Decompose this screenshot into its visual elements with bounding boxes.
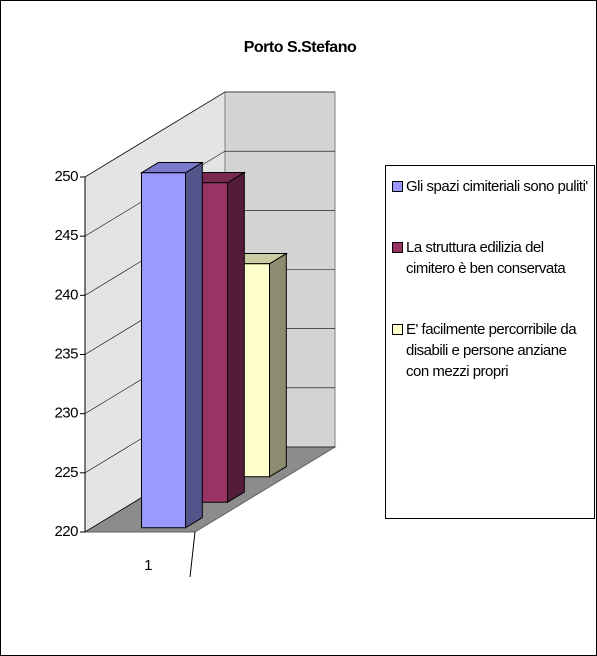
x-tick — [189, 531, 196, 578]
legend: Gli spazi cimiteriali sono puliti' La str… — [385, 165, 595, 519]
y-tick-label: 235 — [54, 345, 78, 362]
legend-label: E' facilmente percorribile da disabili e… — [406, 321, 577, 380]
y-tick-label: 220 — [54, 523, 78, 540]
grid-line — [84, 150, 335, 237]
y-tick-label: 240 — [54, 286, 78, 303]
y-tick-label: 225 — [54, 464, 78, 481]
legend-item: La struttura edilizia del cimitero è ben… — [392, 237, 590, 279]
legend-swatch — [392, 242, 403, 253]
legend-swatch — [392, 324, 403, 335]
y-tick-label: 230 — [54, 405, 78, 422]
x-tick-label: 1 — [144, 557, 152, 574]
bar — [141, 172, 186, 529]
grid-line — [84, 91, 335, 178]
legend-label: La struttura edilizia del cimitero è ben… — [406, 239, 566, 277]
legend-label: Gli spazi cimiteriali sono puliti' — [406, 178, 588, 195]
legend-item: E' facilmente percorribile da disabili e… — [392, 319, 590, 382]
y-tick-label: 245 — [54, 227, 78, 244]
legend-swatch — [392, 181, 403, 192]
legend-item: Gli spazi cimiteriali sono puliti' — [392, 176, 590, 197]
bar-side — [269, 252, 287, 478]
bar-side — [185, 161, 203, 529]
bar-side — [227, 171, 245, 504]
chart-title: Porto S.Stefano — [244, 39, 357, 56]
y-tick-label: 250 — [54, 168, 78, 185]
